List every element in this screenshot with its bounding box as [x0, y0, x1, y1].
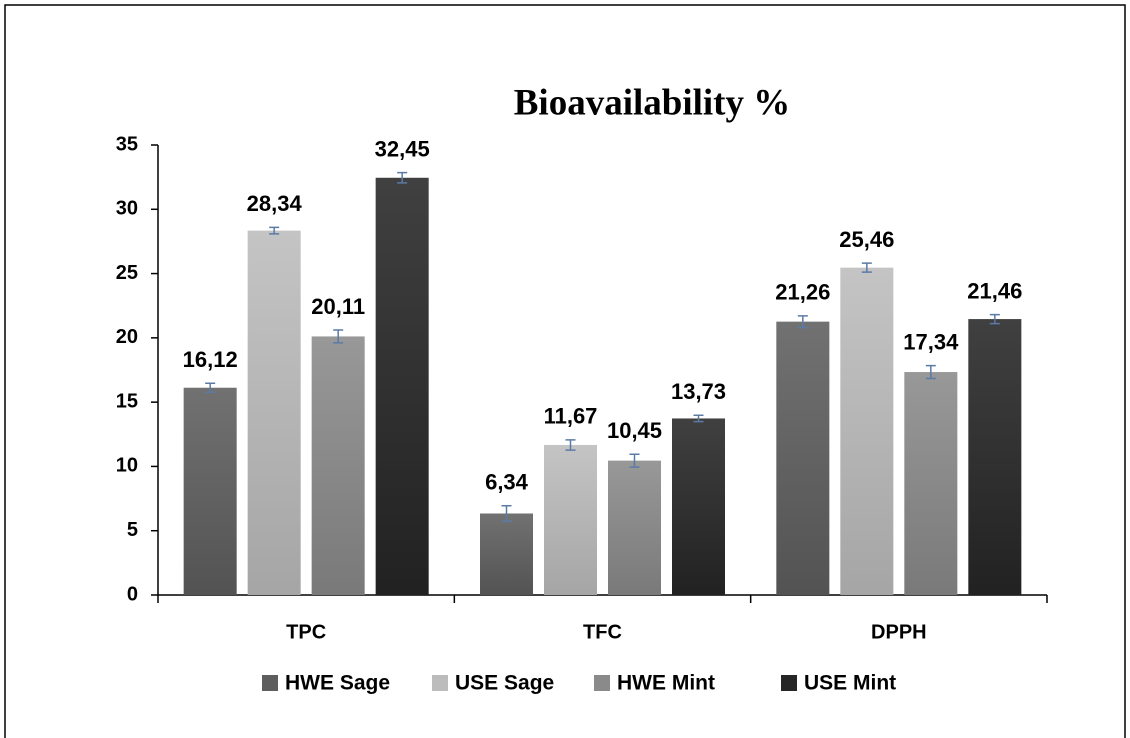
y-tick-label: 25 — [116, 262, 138, 284]
legend-label: USE Mint — [804, 672, 896, 695]
legend-swatch — [262, 675, 278, 691]
bar-shade — [311, 336, 365, 595]
data-label: 25,46 — [839, 227, 894, 252]
error-bar — [269, 226, 280, 235]
chart-title: Bioavailability % — [514, 82, 791, 123]
bar-shade — [672, 418, 725, 595]
data-label: 32,45 — [375, 136, 430, 161]
y-tick-label: 30 — [116, 198, 138, 220]
error-bar — [629, 453, 640, 468]
data-label: 11,67 — [544, 404, 598, 429]
data-label: 13,73 — [671, 379, 726, 404]
legend-swatch — [781, 675, 797, 691]
error-bar — [205, 382, 216, 393]
x-tick-label: DPPH — [871, 621, 927, 643]
data-label: 16,12 — [183, 347, 238, 372]
x-tick-label: TFC — [583, 621, 622, 643]
chart-border — [4, 4, 1126, 738]
error-bar — [501, 505, 512, 522]
data-label: 10,45 — [607, 418, 662, 443]
error-bar — [397, 171, 408, 184]
bar-shade — [544, 444, 597, 595]
error-bar — [989, 313, 1000, 325]
legend-label: USE Sage — [455, 672, 554, 695]
y-tick-label: 10 — [116, 455, 138, 477]
data-label: 6,34 — [485, 470, 529, 495]
bar-shade — [247, 230, 301, 595]
bar-shade — [183, 387, 237, 595]
legend-swatch — [594, 675, 610, 691]
x-tick-label: TPC — [286, 621, 326, 643]
data-label: 17,34 — [903, 329, 959, 354]
bar-shade — [840, 267, 894, 595]
data-label: 21,46 — [967, 278, 1022, 303]
error-bar — [333, 329, 344, 344]
error-bar — [797, 315, 808, 329]
data-label: 21,26 — [775, 280, 830, 305]
legend-label: HWE Mint — [617, 672, 715, 695]
y-tick-label: 15 — [116, 390, 138, 412]
error-bar — [693, 414, 704, 423]
bar-shade — [608, 460, 661, 595]
data-label: 20,11 — [311, 294, 365, 319]
bar-shade — [480, 513, 533, 595]
bar-shade — [968, 319, 1022, 595]
error-bar — [565, 439, 576, 451]
legend-label: HWE Sage — [285, 672, 390, 695]
bar-shade — [904, 372, 958, 595]
bar-shade — [776, 321, 830, 595]
y-tick-label: 5 — [127, 519, 138, 541]
bar-shade — [375, 177, 429, 596]
y-tick-label: 20 — [116, 326, 138, 348]
legend-swatch — [432, 675, 448, 691]
y-tick-label: 35 — [116, 133, 138, 155]
data-label: 28,34 — [247, 191, 303, 216]
error-bar — [861, 262, 872, 273]
y-tick-label: 0 — [127, 583, 138, 605]
error-bar — [925, 364, 936, 380]
